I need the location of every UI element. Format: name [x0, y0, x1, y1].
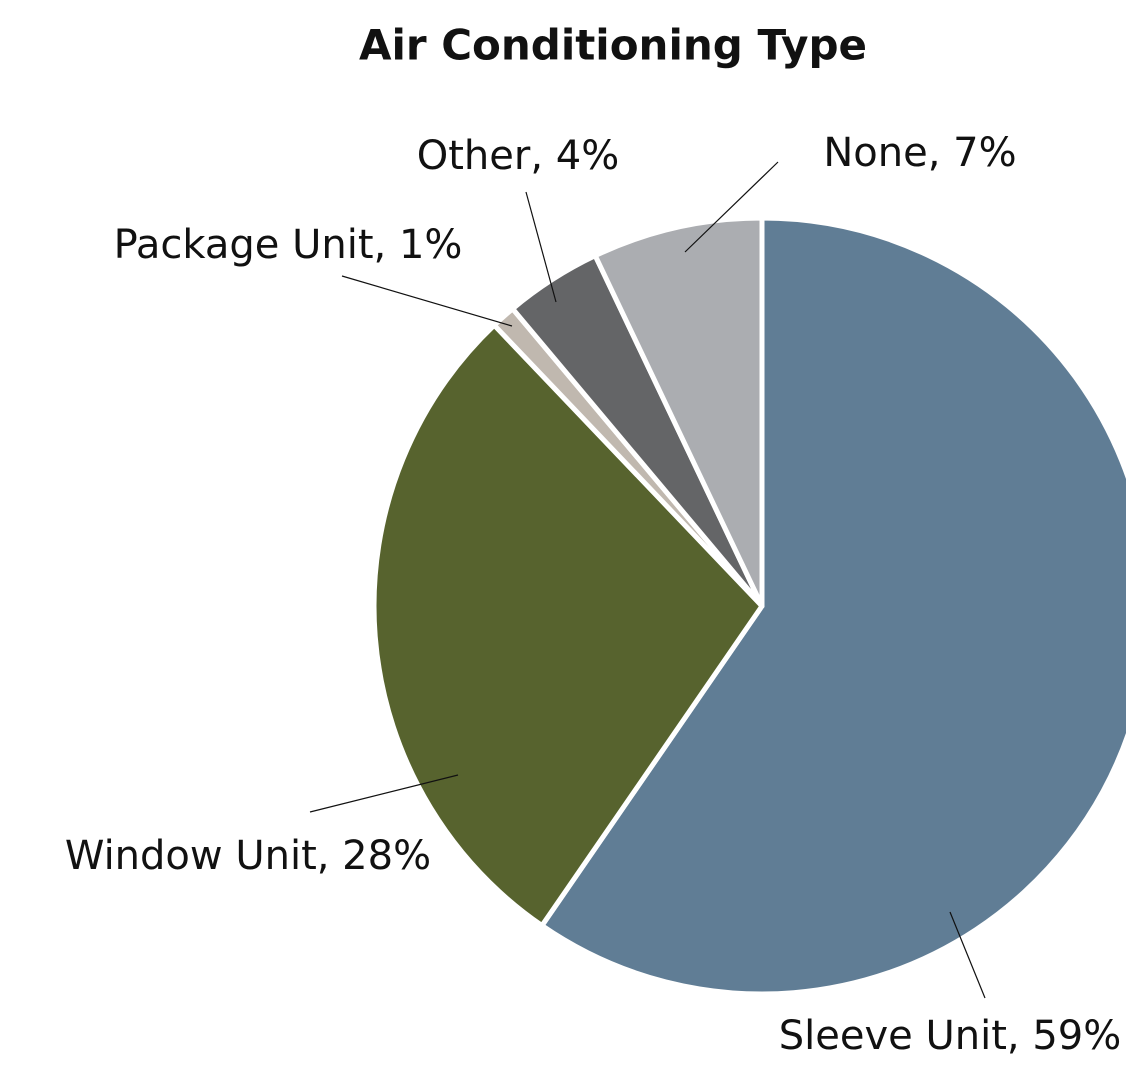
- pie-slice: [539, 215, 1126, 997]
- leader-line: [684, 161, 779, 253]
- pie-slice: [592, 215, 765, 609]
- leader-line: [525, 191, 557, 303]
- chart-title: Air Conditioning Type: [359, 21, 867, 70]
- data-label: Window Unit, 28%: [65, 833, 431, 879]
- leader-line: [949, 911, 986, 999]
- data-label: Sleeve Unit, 59%: [779, 1013, 1121, 1059]
- leader-line: [309, 774, 459, 813]
- data-label: Other, 4%: [417, 133, 619, 179]
- pie-slice: [371, 322, 765, 929]
- leader-line: [341, 275, 513, 327]
- data-label: None, 7%: [823, 130, 1016, 176]
- data-label: Package Unit, 1%: [114, 222, 463, 268]
